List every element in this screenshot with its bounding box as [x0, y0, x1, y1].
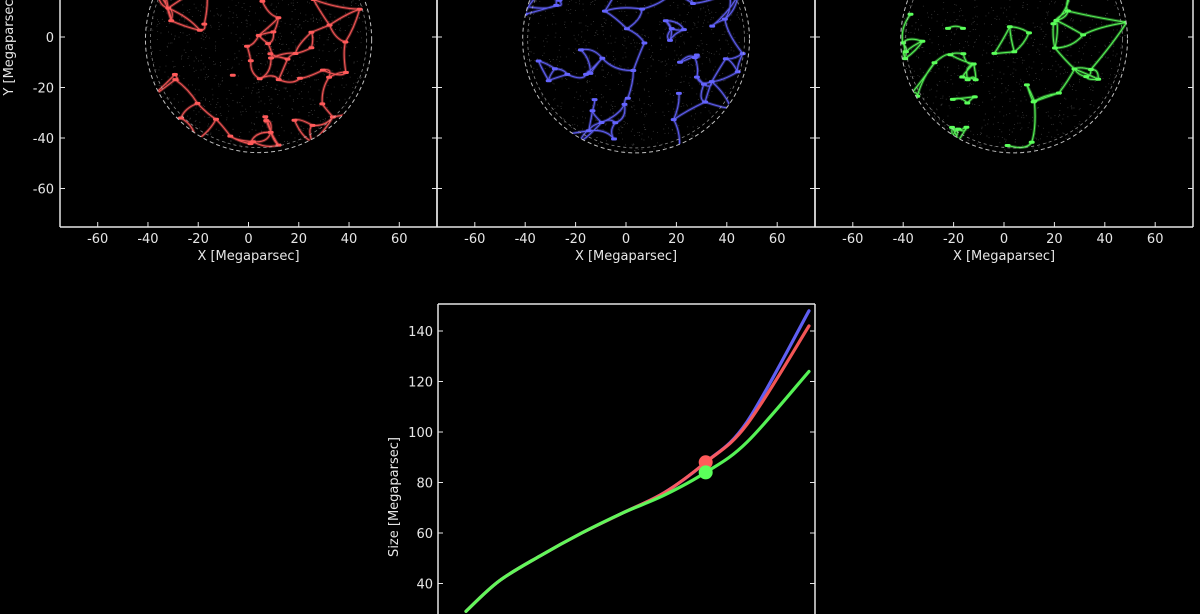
- filament-glow: [146, 0, 372, 148]
- y-tick-label: 0: [46, 31, 54, 46]
- y-tick-label: -20: [33, 82, 54, 97]
- halo-knots: [900, 0, 1128, 153]
- x-tick-label: -60: [464, 232, 485, 247]
- x-tick-label: -20: [565, 232, 586, 247]
- sphere-boundary: [144, 0, 373, 154]
- x-tick-label: -20: [943, 232, 964, 247]
- filament-glow: [522, 0, 745, 153]
- x-tick-label: 0: [244, 232, 252, 247]
- x-axis-label: X [Megaparsec]: [953, 249, 1055, 264]
- series-line-blue: [464, 309, 811, 613]
- filament-glow: [900, 0, 1128, 153]
- marker-green: [698, 465, 713, 480]
- x-tick-label: 60: [391, 232, 408, 247]
- x-tick-label: 20: [290, 232, 307, 247]
- x-tick-label: 40: [341, 232, 358, 247]
- y-tick-label: 60: [416, 527, 433, 542]
- y-tick-label: 40: [416, 578, 433, 593]
- x-tick-label: 20: [1046, 232, 1063, 247]
- y-tick-label: 140: [408, 325, 433, 340]
- x-tick-label: 40: [1097, 232, 1114, 247]
- x-tick-label: -40: [893, 232, 914, 247]
- cosmic-web-blue: [522, 0, 750, 153]
- x-axis-label: X [Megaparsec]: [575, 249, 677, 264]
- x-tick-label: 20: [668, 232, 685, 247]
- y-tick-label: 100: [408, 426, 433, 441]
- halo-knots: [522, 0, 746, 153]
- y-axis-label: Size [Megaparsec]: [387, 437, 402, 557]
- filaments: [146, 0, 371, 147]
- x-tick-label: 40: [719, 232, 736, 247]
- sphere-boundary: [900, 0, 1128, 154]
- x-tick-label: -60: [842, 232, 863, 247]
- y-tick-label: 80: [416, 477, 433, 492]
- x-tick-label: 60: [769, 232, 786, 247]
- background-particles: [900, 0, 1128, 153]
- sphere-boundary: [522, 0, 750, 154]
- y-tick-label: -40: [33, 132, 54, 147]
- size-growth-chart: 40 60 80 100 120 140 Size [Megaparsec]: [387, 303, 816, 614]
- x-tick-label: -60: [87, 232, 108, 247]
- x-tick-label: 0: [1000, 232, 1008, 247]
- y-tick-label: 120: [408, 376, 433, 391]
- y-tick-label: -60: [33, 183, 54, 198]
- sphere-boundary-inner: [527, 0, 745, 149]
- panel-blue: -60 -40 -20 0 20 40 60 X [Megaparsec]: [436, 0, 816, 264]
- sphere-boundary-inner: [150, 0, 368, 148]
- cosmic-web-green: [900, 0, 1128, 153]
- x-tick-label: -40: [515, 232, 536, 247]
- panel-red: -60 -40 -20 0 20 40 60 0 -20 -40 -60 X [Megaparsec]…: [2, 0, 438, 264]
- x-tick-label: 0: [622, 232, 630, 247]
- x-tick-label: -20: [188, 232, 209, 247]
- panel-green: -60 -40 -20 0 20 40 60 X [Megaparsec]: [814, 0, 1194, 264]
- y-axis-label: Y [Megaparsec]: [2, 0, 17, 97]
- x-axis-label: X [Megaparsec]: [197, 249, 299, 264]
- marker-red: [698, 455, 713, 470]
- x-tick-label: -40: [137, 232, 158, 247]
- series-line-green: [464, 369, 811, 613]
- cosmic-web-red: [145, 0, 372, 153]
- x-tick-label: 60: [1147, 232, 1164, 247]
- sphere-boundary-inner: [905, 0, 1123, 149]
